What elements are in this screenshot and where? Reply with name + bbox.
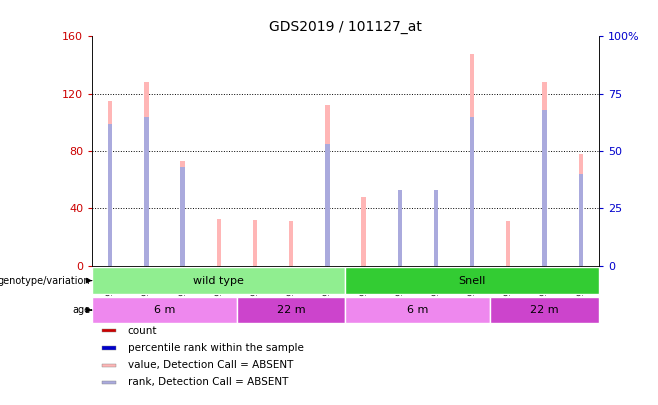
Bar (578, 154, 583, 266)
Bar (325, 144, 330, 266)
Bar (361, 197, 366, 266)
Bar (102, 381, 116, 384)
Bar (470, 53, 474, 266)
Bar (102, 329, 116, 332)
Text: 6 m: 6 m (154, 305, 175, 315)
Text: wild type: wild type (193, 275, 244, 286)
Bar (237, 297, 345, 323)
Bar (506, 222, 511, 266)
Text: 22 m: 22 m (530, 305, 559, 315)
Bar (108, 101, 113, 266)
Text: value, Detection Call = ABSENT: value, Detection Call = ABSENT (128, 360, 293, 370)
Text: age: age (72, 305, 90, 315)
Bar (216, 219, 221, 266)
Bar (144, 82, 149, 266)
Bar (490, 297, 599, 323)
Text: 22 m: 22 m (277, 305, 305, 315)
Bar (345, 267, 599, 294)
Bar (470, 117, 474, 266)
Text: rank, Detection Call = ABSENT: rank, Detection Call = ABSENT (128, 377, 288, 388)
Bar (180, 167, 185, 266)
Bar (434, 198, 438, 266)
Bar (102, 364, 116, 367)
Bar (542, 82, 547, 266)
Title: GDS2019 / 101127_at: GDS2019 / 101127_at (269, 20, 422, 34)
Text: 6 m: 6 m (407, 305, 428, 315)
Bar (345, 297, 490, 323)
Bar (325, 105, 330, 266)
Bar (92, 267, 345, 294)
Bar (578, 174, 583, 266)
Bar (92, 297, 237, 323)
Bar (397, 190, 402, 266)
Text: Snell: Snell (459, 275, 486, 286)
Bar (102, 346, 116, 350)
Bar (542, 110, 547, 266)
Text: percentile rank within the sample: percentile rank within the sample (128, 343, 303, 353)
Bar (289, 222, 293, 266)
Text: genotype/variation: genotype/variation (0, 275, 90, 286)
Text: count: count (128, 326, 157, 336)
Bar (434, 190, 438, 266)
Bar (144, 117, 149, 266)
Bar (397, 204, 402, 266)
Bar (180, 161, 185, 266)
Bar (108, 124, 113, 266)
Bar (253, 220, 257, 266)
